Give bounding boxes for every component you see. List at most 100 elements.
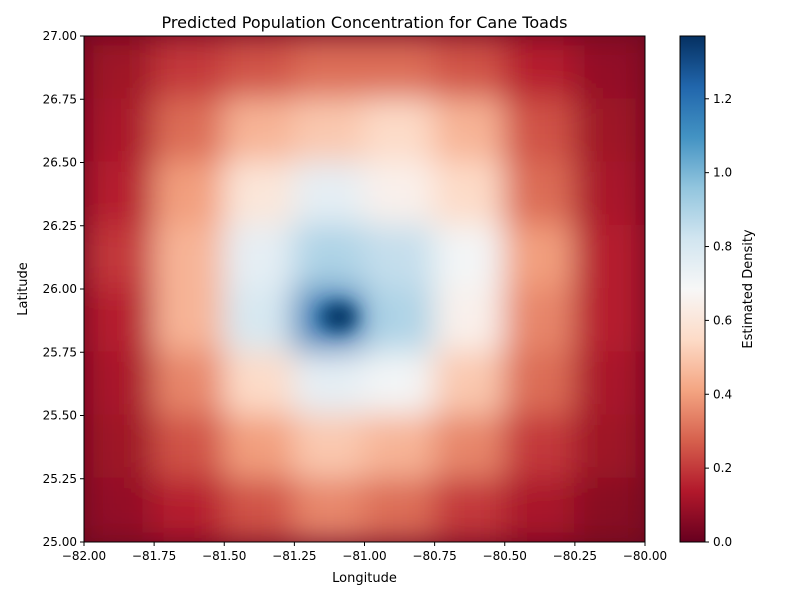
colorbar-ticks: 0.0 0.2 0.4 0.6 0.8 1.0 1.2 <box>705 92 732 549</box>
density-cell <box>363 98 436 164</box>
density-cell <box>293 98 366 164</box>
colorbar-tick-label: 0.0 <box>713 535 732 549</box>
density-cell <box>433 351 506 417</box>
x-tick-label: −80.50 <box>483 549 527 563</box>
density-cell <box>503 98 576 164</box>
x-tick-label: −80.25 <box>553 549 597 563</box>
density-cell <box>503 288 576 354</box>
density-cell <box>223 351 296 417</box>
density-cell <box>223 161 296 227</box>
density-cell <box>363 288 436 354</box>
density-cell <box>84 224 156 291</box>
density-field <box>84 36 645 542</box>
density-cell <box>503 224 576 291</box>
density-cell <box>363 414 436 480</box>
density-cell <box>223 224 296 291</box>
density-cell <box>293 414 366 480</box>
density-cell <box>293 477 366 542</box>
density-cell <box>503 36 576 101</box>
density-cell <box>223 477 296 542</box>
density-cell <box>84 161 156 227</box>
density-cell <box>503 351 576 417</box>
y-tick-label: 25.00 <box>43 535 77 549</box>
x-tick-label: −80.00 <box>623 549 667 563</box>
density-cell <box>293 36 366 101</box>
density-cells <box>84 36 645 542</box>
y-tick-label: 27.00 <box>43 29 77 43</box>
density-cell <box>573 414 645 480</box>
colorbar-tick-label: 0.4 <box>713 387 732 401</box>
colorbar <box>679 35 706 543</box>
density-cell <box>84 351 156 417</box>
colorbar-label: Estimated Density <box>741 229 756 349</box>
y-axis-ticks: 25.00 25.25 25.50 25.75 26.00 26.25 26.50 26.75… <box>43 29 84 549</box>
density-cell <box>84 477 156 542</box>
y-tick-label: 25.75 <box>43 345 77 359</box>
density-cell <box>433 161 506 227</box>
x-tick-label: −81.75 <box>132 549 176 563</box>
density-cell <box>573 288 645 354</box>
y-tick-label: 26.00 <box>43 282 77 296</box>
density-cell <box>153 36 226 101</box>
x-tick-label: −80.75 <box>412 549 456 563</box>
density-cell <box>433 224 506 291</box>
density-cell <box>223 98 296 164</box>
density-cell <box>153 351 226 417</box>
density-cell <box>363 161 436 227</box>
density-cell <box>503 161 576 227</box>
y-tick-label: 26.50 <box>43 156 77 170</box>
density-cell <box>363 224 436 291</box>
density-cell <box>223 36 296 101</box>
y-axis-label: Latitude <box>16 262 31 316</box>
density-cell <box>293 351 366 417</box>
density-cell <box>153 161 226 227</box>
y-tick-label: 26.75 <box>43 92 77 106</box>
density-cell <box>363 351 436 417</box>
density-peak <box>321 302 358 331</box>
density-cell <box>293 161 366 227</box>
density-cell <box>84 288 156 354</box>
density-cell <box>84 98 156 164</box>
colorbar-tick-label: 0.8 <box>713 240 732 254</box>
density-cell <box>503 414 576 480</box>
density-cell <box>433 414 506 480</box>
density-cell <box>433 36 506 101</box>
density-cell <box>503 477 576 542</box>
x-tick-label: −81.25 <box>272 549 316 563</box>
density-cell <box>293 224 366 291</box>
y-tick-label: 26.25 <box>43 219 77 233</box>
colorbar-tick-label: 0.2 <box>713 461 732 475</box>
density-cell <box>433 98 506 164</box>
density-cell <box>573 161 645 227</box>
x-axis-ticks: −82.00 −81.75 −81.50 −81.25 −81.00 −80.75 −80.… <box>62 542 667 563</box>
density-cell <box>153 98 226 164</box>
density-cell <box>153 414 226 480</box>
y-tick-label: 25.25 <box>43 472 77 486</box>
density-cell <box>153 224 226 291</box>
density-cell <box>223 414 296 480</box>
density-cell <box>573 36 645 101</box>
colorbar-tick-label: 1.2 <box>713 92 732 106</box>
x-tick-label: −81.50 <box>202 549 246 563</box>
density-cell <box>84 36 156 101</box>
chart-title: Predicted Population Concentration for C… <box>162 13 568 32</box>
density-cell <box>573 351 645 417</box>
density-cell <box>573 224 645 291</box>
y-tick-label: 25.50 <box>43 409 77 423</box>
density-cell <box>363 36 436 101</box>
x-axis-label: Longitude <box>332 571 397 586</box>
x-tick-label: −81.00 <box>342 549 386 563</box>
density-cell <box>433 288 506 354</box>
density-cell <box>573 477 645 542</box>
density-cell <box>84 414 156 480</box>
density-cell <box>433 477 506 542</box>
density-cell <box>223 288 296 354</box>
density-cell <box>153 477 226 542</box>
colorbar-tick-label: 0.6 <box>713 313 732 327</box>
x-tick-label: −82.00 <box>62 549 106 563</box>
density-cell <box>573 98 645 164</box>
colorbar-tick-label: 1.0 <box>713 166 732 180</box>
density-cell <box>153 288 226 354</box>
